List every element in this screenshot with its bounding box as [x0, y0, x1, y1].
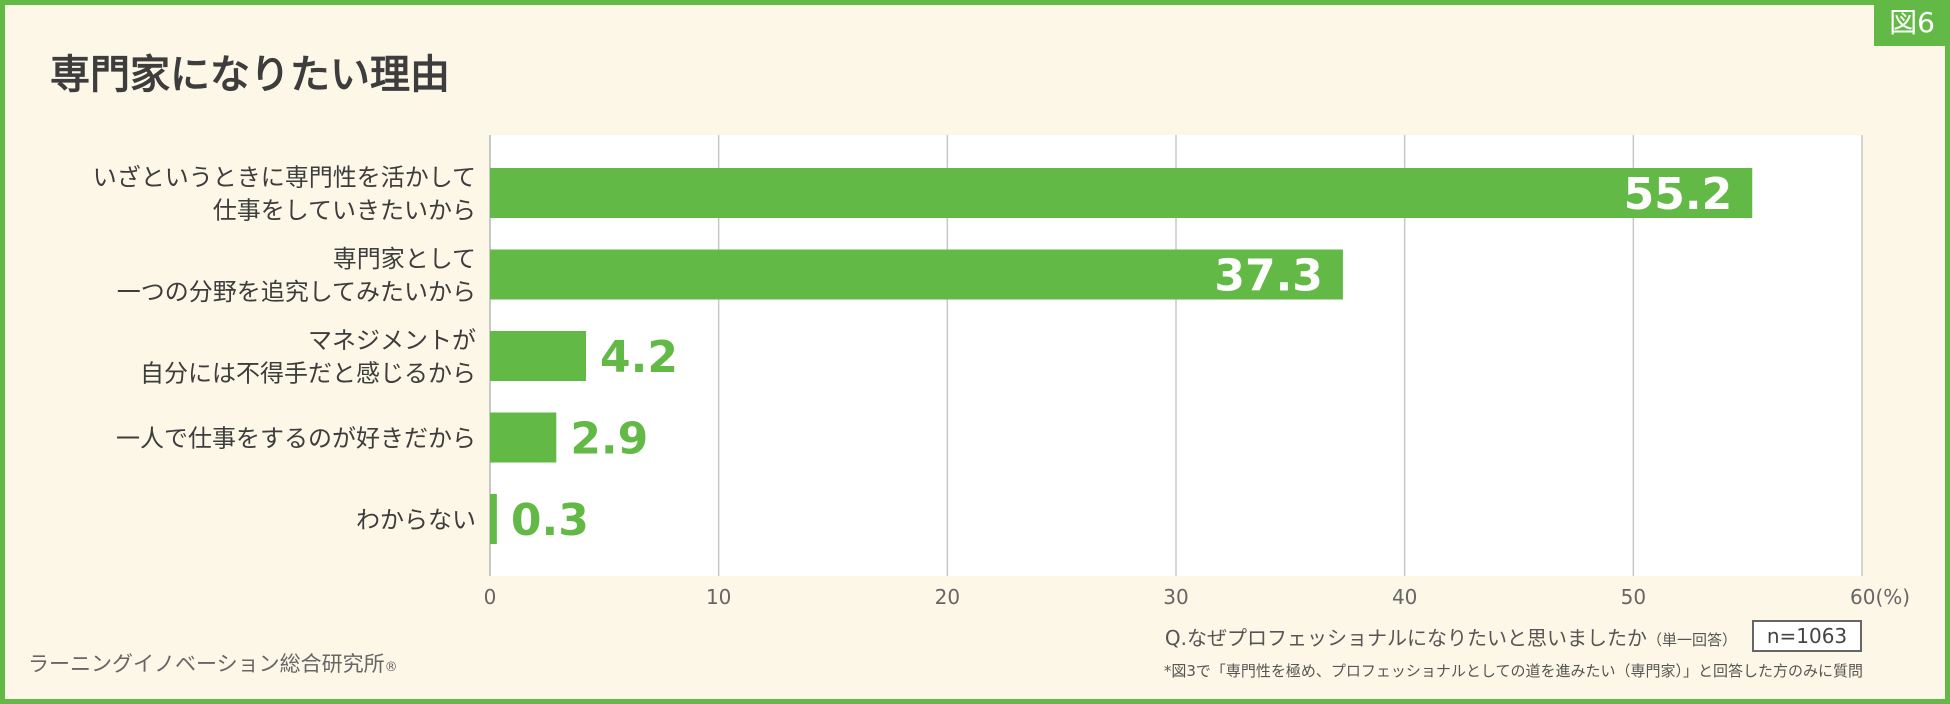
category-label: 仕事をしていきたいから: [213, 197, 476, 225]
category-label: 一人で仕事をするのが好きだから: [116, 425, 476, 453]
data-label: 2.9: [570, 414, 648, 465]
bar: [490, 249, 1343, 300]
category-label: 一つの分野を追究してみたいから: [117, 278, 476, 306]
question-text: Q.なぜプロフェッショナルになりたいと思いましたか（単一回答）: [1165, 622, 1737, 651]
answer-type-label: （単一回答）: [1646, 631, 1737, 649]
figure-number-tag: 図6: [1874, 0, 1950, 46]
data-label: 0.3: [511, 495, 589, 546]
category-label: わからない: [356, 506, 476, 534]
x-tick-label: 60(%): [1850, 585, 1910, 609]
x-tick-label: 20: [935, 585, 960, 609]
bar: [490, 494, 497, 544]
registered-mark: ®: [384, 660, 398, 675]
question-label: Q.なぜプロフェッショナルになりたいと思いましたか: [1164, 626, 1647, 650]
x-tick-label: 0: [484, 585, 497, 609]
category-label: 自分には不得手だと感じるから: [140, 360, 476, 388]
data-label: 4.2: [600, 332, 678, 383]
data-label: 37.3: [1214, 251, 1323, 302]
category-label: いざというときに専門性を活かして: [93, 164, 476, 192]
plot-area: 0 10 20 30 40 50 60(%) 55.2 いざというときに専門性を活かして仕事をし…: [93, 135, 1910, 609]
x-tick-label: 40: [1392, 585, 1417, 609]
bar: [490, 168, 1753, 218]
category-label: マネジメントが: [308, 327, 476, 355]
chart-title: 専門家になりたい理由: [50, 52, 450, 98]
organization-name: ラーニングイノベーション総合研究所®: [28, 648, 398, 678]
x-tick-label: 10: [706, 585, 731, 609]
footnote: *図3で「専門性を極め、プロフェッショナルとしての道を進みたい（専門家）」と回答…: [1163, 662, 1863, 680]
bar: [490, 331, 587, 381]
sample-size-box: n=1063: [1752, 620, 1862, 652]
x-tick-label: 30: [1163, 585, 1188, 609]
data-label: 55.2: [1624, 169, 1733, 220]
organization-label: ラーニングイノベーション総合研究所: [28, 652, 385, 676]
bar: [490, 412, 557, 463]
x-tick-label: 50: [1621, 585, 1646, 609]
category-label: 専門家として: [333, 245, 476, 273]
